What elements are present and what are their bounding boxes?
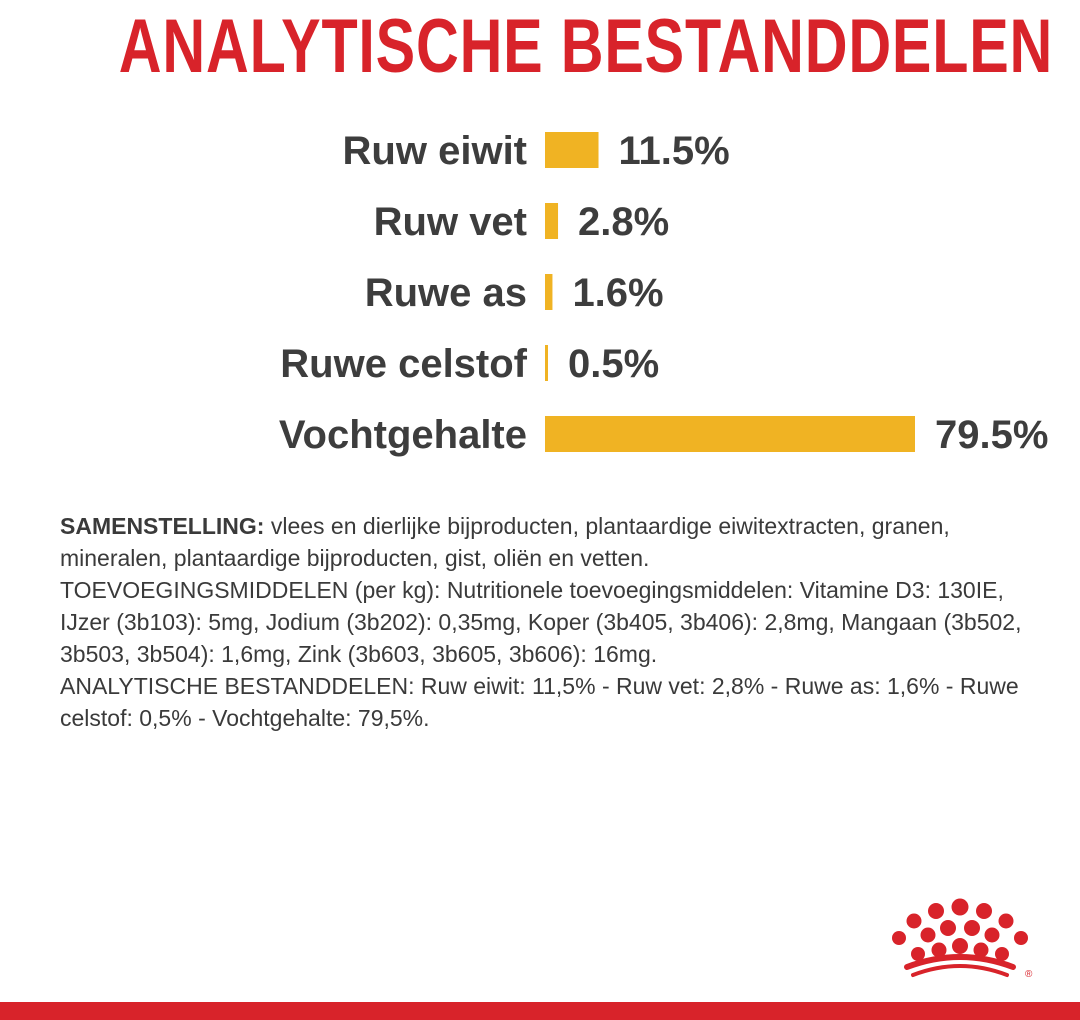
category-label: Ruwe celstof [280, 342, 527, 386]
category-label: Ruw eiwit [343, 129, 527, 173]
value-label: 1.6% [572, 271, 663, 315]
brand-bottom-bar [0, 1002, 1080, 1020]
value-label: 79.5% [935, 413, 1048, 457]
composition-heading: SAMENSTELLING: [60, 513, 265, 539]
page-title: ANALYTISCHE BESTANDDELEN [118, 4, 1054, 89]
composition-paragraph: SAMENSTELLING: vlees en dierlijke bijpro… [60, 510, 1060, 574]
bar [545, 132, 599, 168]
value-label: 11.5% [619, 129, 730, 173]
registered-mark: ® [1025, 969, 1033, 980]
value-label: 2.8% [578, 200, 669, 244]
crown-icon: ® [892, 898, 1033, 980]
composition-body: vlees en dierlijke bijproducten, plantaa… [60, 513, 950, 571]
brand-logo: ® [885, 895, 1035, 985]
bar [545, 416, 915, 452]
value-label: 0.5% [568, 342, 659, 386]
nutrient-bar-chart: Ruw eiwit 11.5% Ruw vet 2.8% Ruwe as 1.6% Ruwe… [279, 129, 1049, 457]
bar [545, 274, 553, 310]
category-label: Ruw vet [374, 200, 527, 244]
composition-text: SAMENSTELLING: vlees en dierlijke bijpro… [60, 510, 1060, 734]
bar [545, 203, 559, 239]
additives-paragraph: TOEVOEGINGSMIDDELEN (per kg): Nutritione… [60, 577, 1022, 667]
category-label: Vochtgehalte [279, 413, 527, 457]
bar [545, 345, 548, 381]
analysis-paragraph: ANALYTISCHE BESTANDDELEN: Ruw eiwit: 11,… [60, 673, 1019, 731]
category-label: Ruwe as [365, 271, 527, 315]
